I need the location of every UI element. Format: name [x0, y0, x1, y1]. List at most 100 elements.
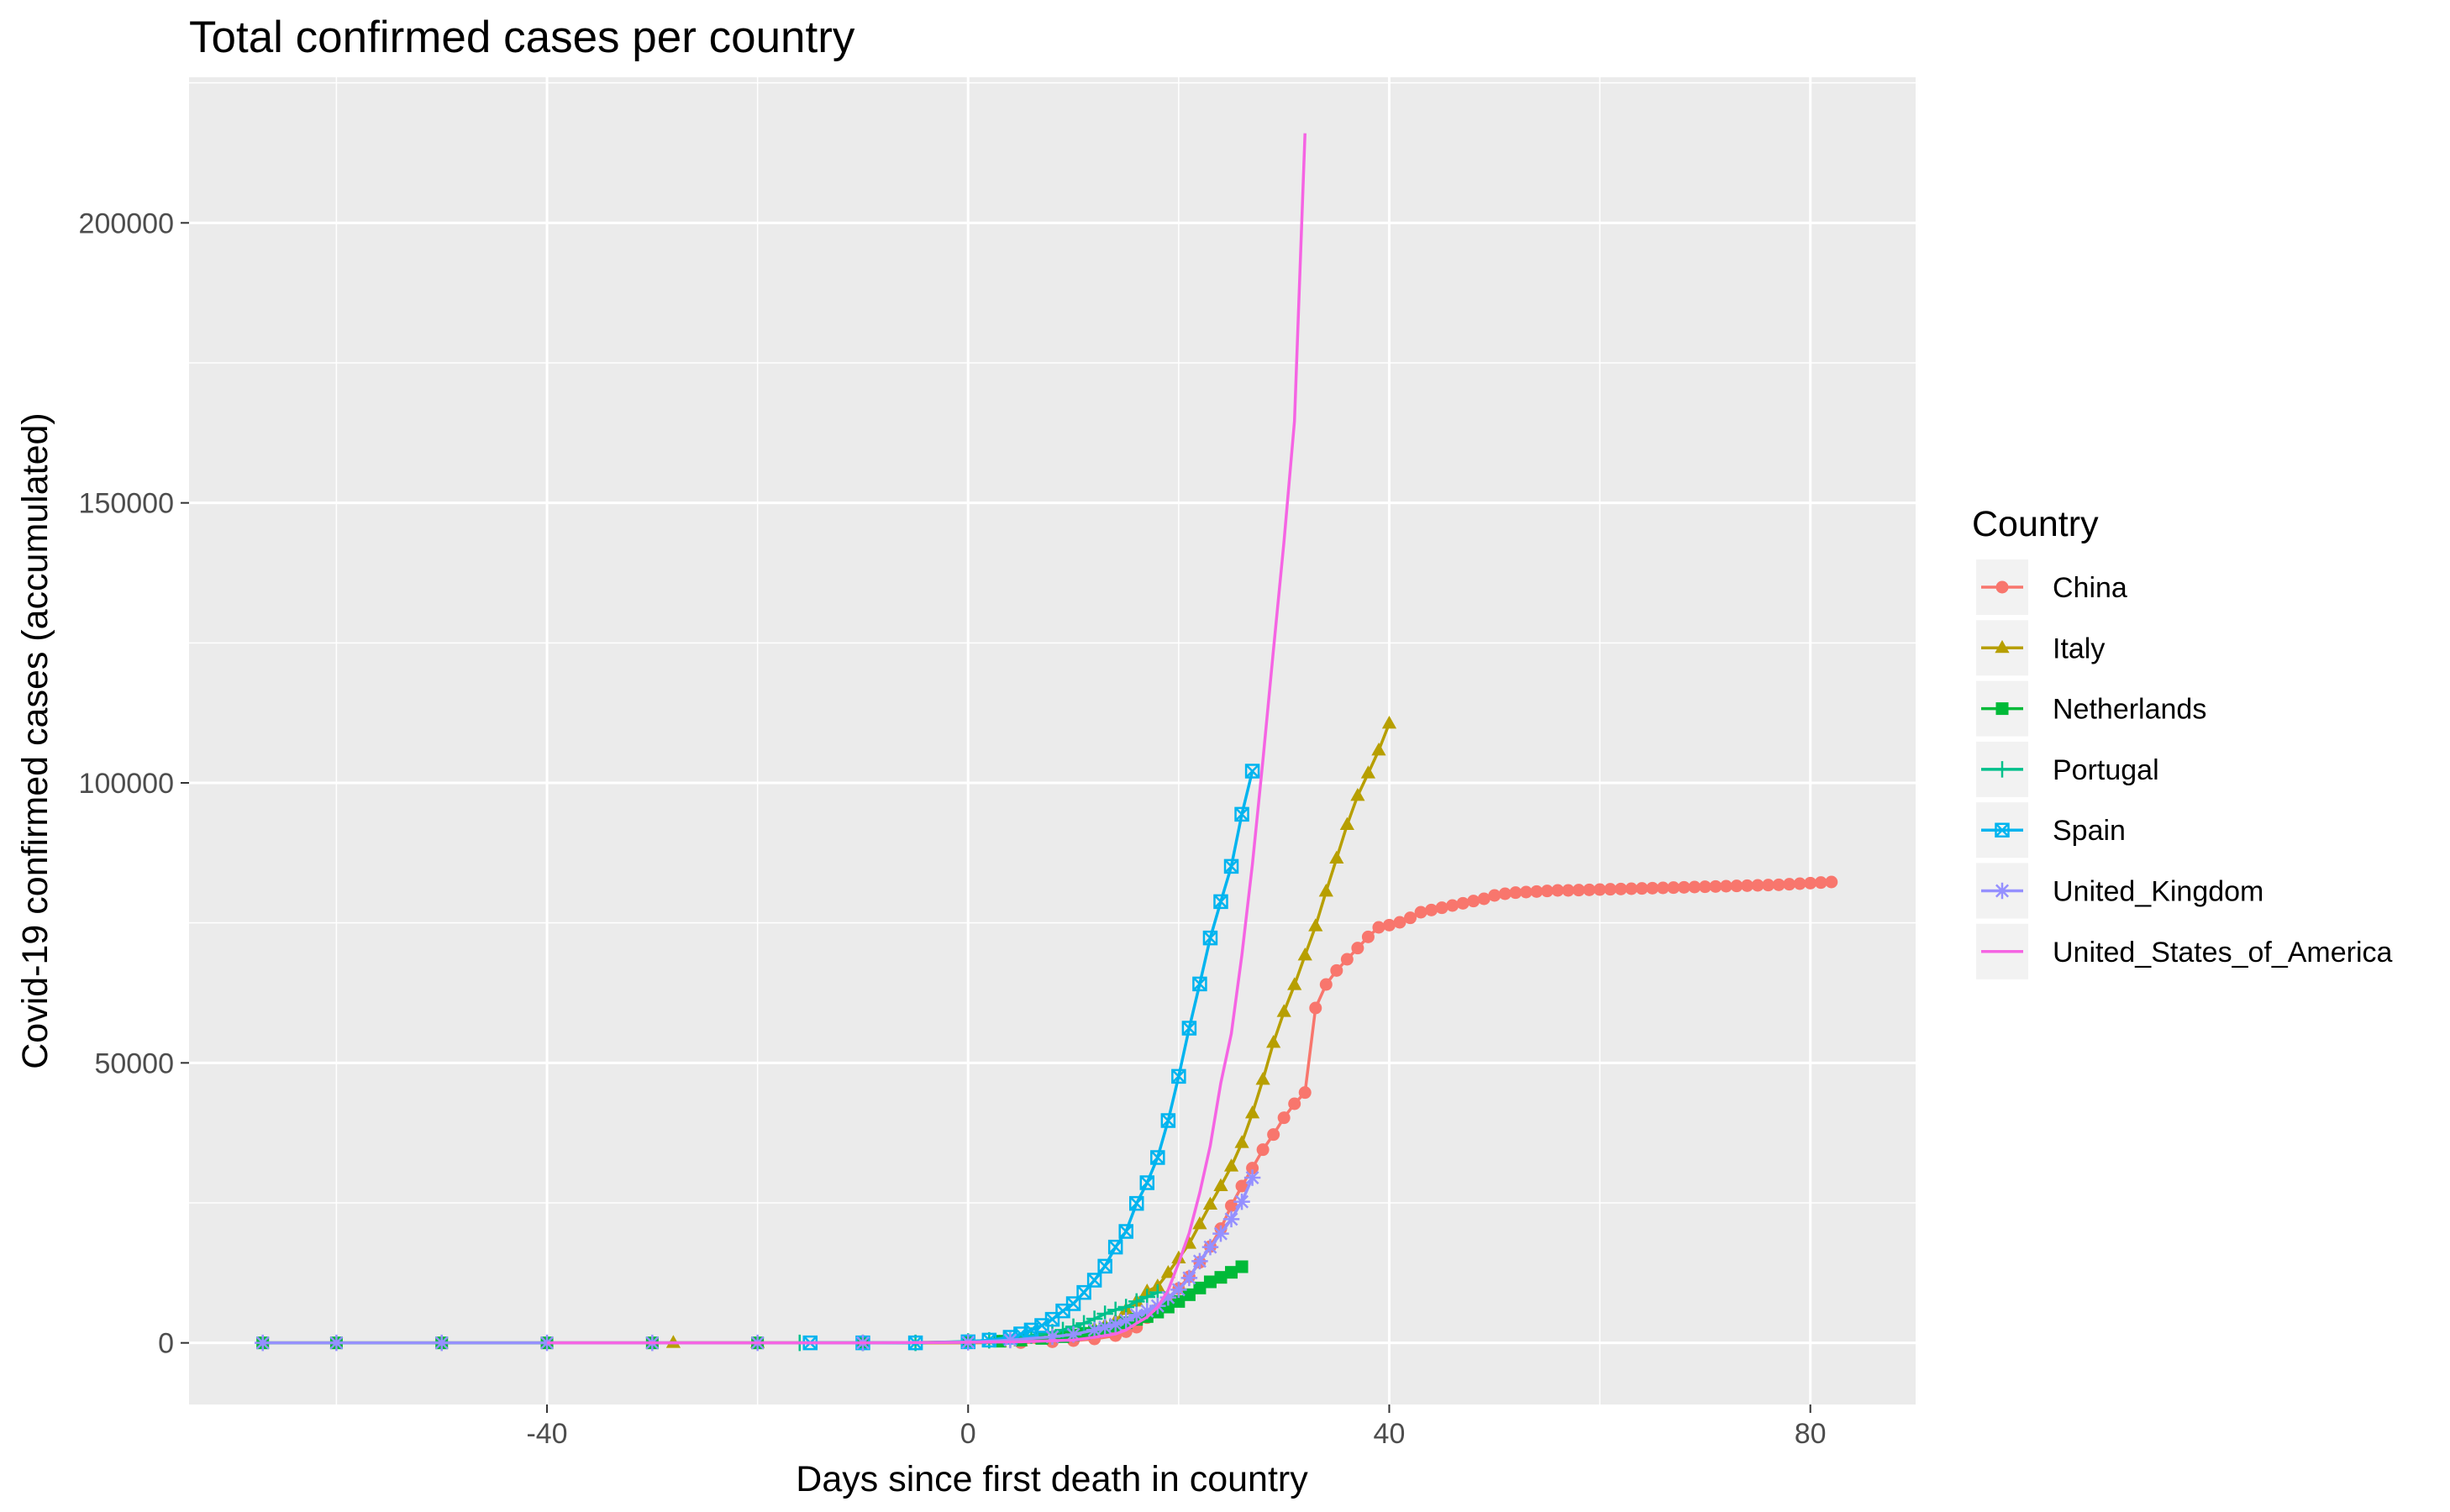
data-point	[1309, 1001, 1322, 1015]
data-point	[1276, 1004, 1291, 1017]
data-point	[1656, 881, 1669, 895]
data-point	[1995, 702, 2009, 716]
data-point	[1203, 1275, 1217, 1289]
data-point	[1382, 918, 1396, 932]
data-point	[1139, 1175, 1155, 1190]
data-point	[254, 1334, 271, 1352]
data-point	[1107, 1301, 1124, 1319]
data-point	[1235, 1179, 1249, 1193]
data-point	[1467, 895, 1480, 908]
data-point	[1372, 921, 1385, 934]
data-point	[1404, 911, 1417, 925]
data-point	[1138, 1302, 1156, 1320]
chart-title: Total confirmed cases per country	[189, 13, 855, 62]
data-point	[1288, 1097, 1301, 1110]
data-point	[1222, 1210, 1240, 1228]
data-point	[1360, 765, 1376, 779]
data-point	[1646, 881, 1659, 895]
data-point	[1446, 899, 1459, 912]
data-point	[1709, 879, 1722, 893]
data-point	[1351, 942, 1364, 955]
data-point	[1381, 715, 1397, 729]
data-point	[1772, 878, 1785, 891]
data-point	[1698, 880, 1711, 894]
data-point	[1212, 1225, 1229, 1242]
data-point	[1201, 1238, 1219, 1256]
x-axis-title: Days since first death in country	[796, 1459, 1308, 1499]
data-point	[1244, 764, 1260, 779]
data-point	[1751, 879, 1764, 892]
data-point	[1509, 886, 1522, 900]
data-point	[1065, 1326, 1082, 1343]
data-point	[1086, 1273, 1102, 1288]
data-point	[1243, 1169, 1261, 1186]
data-point	[1160, 1264, 1175, 1278]
data-point	[1128, 1306, 1145, 1324]
data-point	[1107, 1239, 1123, 1255]
data-point	[1561, 884, 1575, 897]
data-point	[1793, 877, 1806, 890]
legend-item: China	[1976, 559, 2127, 615]
data-point	[1804, 876, 1817, 890]
data-point	[1340, 953, 1354, 966]
data-point	[1393, 916, 1406, 929]
data-point	[1488, 889, 1501, 902]
data-point	[1214, 1271, 1228, 1284]
data-point	[1604, 883, 1617, 896]
data-point	[1677, 880, 1690, 894]
data-point	[1667, 881, 1680, 895]
data-point	[1414, 906, 1427, 919]
series-line	[547, 133, 1306, 1345]
data-point	[1107, 1315, 1124, 1333]
data-point	[1170, 1281, 1187, 1299]
data-point	[1181, 1021, 1197, 1036]
data-point	[1329, 850, 1344, 864]
data-point	[1096, 1319, 1113, 1336]
y-tick-label: 0	[158, 1328, 174, 1360]
data-point	[1193, 1281, 1207, 1294]
data-point	[1223, 1158, 1239, 1172]
data-point	[1298, 1086, 1312, 1100]
data-point	[1235, 1260, 1249, 1273]
x-tick-label: -40	[526, 1418, 567, 1450]
data-point	[328, 1334, 345, 1352]
data-point	[1371, 742, 1386, 756]
data-point	[1075, 1315, 1092, 1332]
data-point	[1519, 885, 1533, 899]
data-point	[1213, 1178, 1228, 1191]
data-point	[1730, 879, 1743, 893]
data-point	[1191, 1252, 1208, 1270]
legend-label: United_States_of_America	[2053, 937, 2393, 969]
data-point	[1319, 978, 1333, 991]
x-tick-label: 0	[960, 1418, 976, 1450]
data-point	[1180, 1269, 1198, 1287]
data-point	[1425, 903, 1438, 916]
data-point	[1995, 822, 2010, 837]
data-point	[1277, 1111, 1291, 1125]
series-spain	[802, 764, 1260, 1351]
data-point	[1741, 879, 1754, 892]
data-point	[1097, 1258, 1112, 1274]
data-point	[1160, 1113, 1176, 1128]
data-point	[1551, 884, 1564, 897]
data-point	[1118, 1224, 1133, 1239]
data-point	[1128, 1195, 1144, 1211]
data-point	[1540, 885, 1554, 898]
data-point	[1361, 930, 1375, 943]
data-point	[1182, 1288, 1196, 1301]
data-point	[1202, 1196, 1218, 1210]
legend-items: China Italy Netherlands Portugal Spain United…	[1976, 559, 2393, 979]
y-tick-label: 200000	[79, 207, 174, 239]
series-layer	[254, 133, 1838, 1352]
legend-label: United_Kingdom	[2053, 876, 2263, 908]
data-point	[1688, 880, 1701, 894]
y-tick-label: 100000	[79, 768, 174, 800]
series-united-states-of-america	[547, 133, 1306, 1345]
legend-item: Netherlands	[1976, 680, 2206, 737]
data-point	[1456, 896, 1469, 910]
data-point	[1267, 1128, 1280, 1142]
data-point	[1150, 1150, 1165, 1165]
data-point	[1297, 947, 1312, 961]
grid-minor	[189, 77, 1916, 1404]
data-point	[1614, 882, 1627, 895]
